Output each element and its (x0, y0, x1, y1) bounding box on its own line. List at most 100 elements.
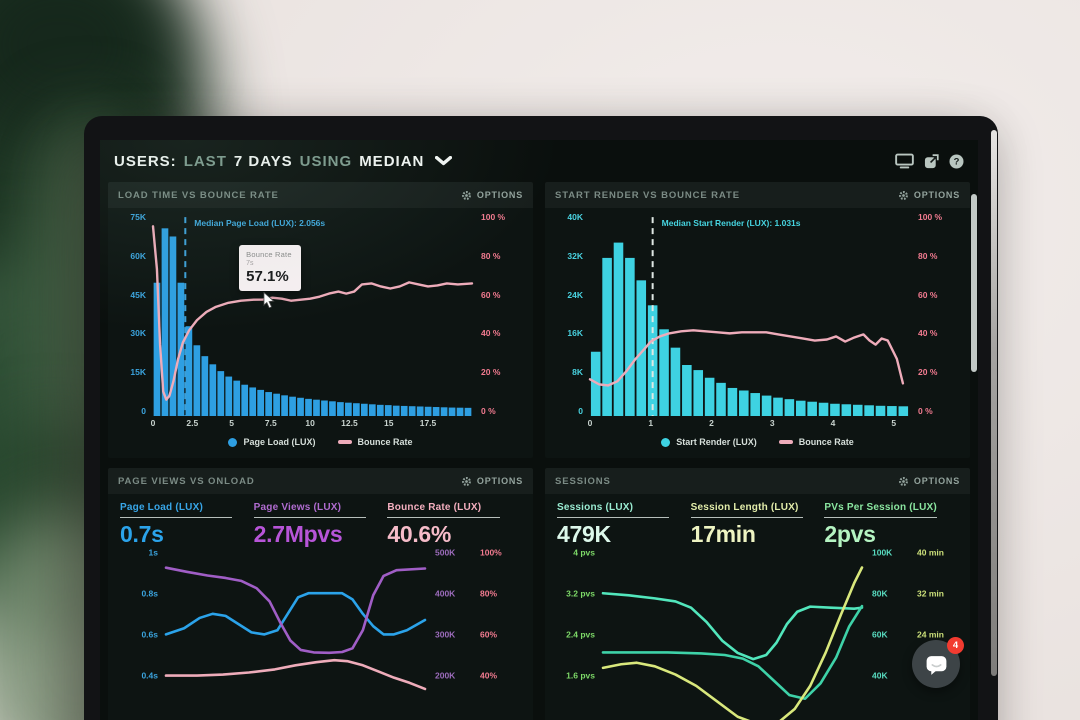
metric: Bounce Rate (LUX) 40.6% (387, 502, 521, 548)
axis-tick-label: 16K (567, 328, 583, 339)
axis-tick-label: 40K (872, 670, 888, 681)
scrollbar[interactable] (971, 194, 977, 372)
topbar: USERS: LAST 7 DAYS USING MEDIAN ? (100, 140, 978, 182)
bounce-tooltip: Bounce Rate 7s 57.1% (239, 244, 302, 291)
share-icon[interactable] (924, 153, 939, 169)
axis-tick-label: 1 (648, 418, 654, 428)
axis-tick-row: 200K 40% (435, 670, 497, 680)
metric: PVs Per Session (LUX) 2pvs (824, 502, 958, 548)
chart-canvas (590, 212, 909, 416)
axis-tick-label: 0.4s (141, 670, 158, 681)
axis-tick-label: 0 % (918, 405, 933, 416)
gear-icon (461, 476, 471, 486)
axis-tick-label: 40 % (481, 328, 501, 339)
median-label: MEDIAN (359, 152, 425, 170)
axis-tick-label: 0.8s (141, 588, 158, 599)
metric-label: Bounce Rate (LUX) (387, 502, 482, 513)
axis-tick-label: 32K (567, 250, 583, 261)
axis-tick-label: 15 (383, 418, 394, 428)
axis-tick-label: 0 (587, 418, 593, 428)
legend: Start Render (LUX) Bounce Rate (553, 431, 962, 453)
axis-tick-row: 400K 80% (435, 588, 497, 598)
axis-tick-label: 0 % (481, 405, 496, 416)
chart-canvas (153, 212, 472, 416)
chart-plot[interactable]: Median Start Render (LUX): 1.031s (590, 212, 909, 416)
tooltip-subtitle: 7s (246, 259, 254, 267)
options-button[interactable]: OPTIONS (898, 190, 960, 201)
axis-tick-label: 5 (891, 418, 897, 428)
last-label: LAST (183, 152, 227, 170)
monitor-icon[interactable] (895, 153, 914, 169)
options-label: OPTIONS (476, 476, 523, 486)
panel-load-time: LOAD TIME VS BOUNCE RATE OPTIONS 75K 60K 4… (108, 182, 533, 458)
metric-label: Page Views (LUX) (253, 502, 342, 513)
metric-value: 479K (557, 521, 611, 547)
axis-tick-label: 60K (130, 250, 146, 261)
axis-tick-label: 60 % (918, 289, 938, 300)
axis-tick-label: 3.2 pvs (566, 588, 595, 599)
metric-underline (824, 517, 937, 518)
axis-tick-label: 40% (480, 670, 498, 681)
y-axis-right: 100 % 80 % 60 % 40 % 20 % 0 % (477, 212, 525, 416)
tooltip-title: Bounce Rate (246, 249, 292, 259)
metric-underline (557, 517, 670, 518)
chart-canvas (166, 550, 425, 720)
axis-tick-label: 100 % (918, 212, 943, 222)
cursor-icon (263, 291, 275, 309)
axis-tick-label: 3 (769, 418, 775, 428)
panel-header: PAGE VIEWS VS ONLOAD OPTIONS (108, 468, 533, 494)
chat-widget-button[interactable]: 4 (912, 637, 964, 688)
y-axis-left: 75K 60K 45K 30K 15K 0 (116, 212, 148, 416)
axis-tick-label: 2 (709, 418, 714, 428)
panels-grid: LOAD TIME VS BOUNCE RATE OPTIONS 75K 60K 4… (108, 182, 970, 720)
axis-tick-row: 300K 60% (435, 629, 497, 639)
axis-tick-label: 12.5 (341, 418, 358, 428)
metric-underline (253, 517, 367, 518)
chart-plot[interactable] (603, 550, 862, 720)
options-button[interactable]: OPTIONS (461, 190, 523, 201)
panel-header: START RENDER VS BOUNCE RATE OPTIONS (545, 182, 970, 208)
axis-tick-label: 500K (435, 547, 456, 558)
axis-tick-label: 40 min (917, 547, 944, 558)
chart-plot[interactable]: Bounce Rate 7s 57.1% Median Page Load (L… (153, 212, 472, 416)
axis-tick-label: 2.5 (186, 418, 199, 428)
metric-label: PVs Per Session (LUX) (824, 502, 937, 513)
axis-tick-row: 40K (872, 670, 917, 680)
median-line-label: Median Start Render (LUX): 1.031s (661, 218, 801, 228)
chevron-down-icon[interactable] (435, 156, 453, 166)
chart-plot[interactable] (166, 550, 425, 720)
legend-item: Page Load (LUX) (228, 437, 316, 447)
help-icon[interactable]: ? (949, 154, 964, 169)
panel-start-render: START RENDER VS BOUNCE RATE OPTIONS 40K 3… (545, 182, 970, 458)
legend: Page Load (LUX) Bounce Rate (116, 431, 525, 453)
gear-icon (461, 190, 471, 200)
metric-underline (387, 517, 500, 518)
options-button[interactable]: OPTIONS (461, 476, 523, 487)
axis-tick-label: 60% (480, 629, 498, 640)
axis-tick-label: 30K (130, 328, 146, 339)
axis-tick-row: 80K 32 min (872, 588, 944, 598)
axis-tick-label: 7.5 (264, 418, 277, 428)
options-label: OPTIONS (476, 190, 523, 200)
axis-tick-label: 0.6s (141, 629, 158, 640)
metrics-row: Page Load (LUX) 0.7s Page Views (LUX) 2.7Mp… (108, 494, 533, 548)
legend-marker (228, 437, 238, 447)
options-button[interactable]: OPTIONS (898, 476, 960, 487)
y-axis-left: 40K 32K 24K 16K 8K 0 (553, 212, 585, 416)
axis-tick-label: 15K (130, 367, 146, 378)
axis-tick-label: 20 % (481, 367, 501, 378)
axis-tick-label: 0 (150, 418, 156, 428)
metric-value: 2pvs (824, 521, 876, 547)
page-title-dropdown[interactable]: USERS: LAST 7 DAYS USING MEDIAN (114, 152, 453, 170)
axis-tick-label: 300K (435, 629, 456, 640)
axis-tick-label: 75K (130, 212, 146, 222)
axis-tick-row: 60K 24 min (872, 629, 944, 639)
y-axis-left: 1s 0.8s 0.6s 0.4s (116, 547, 162, 720)
axis-tick-label: 100 % (481, 212, 506, 222)
options-label: OPTIONS (913, 476, 960, 486)
metric-underline (690, 517, 804, 518)
metric-value: 40.6% (387, 521, 452, 547)
gear-icon (898, 190, 908, 200)
axis-tick-label: 1s (148, 547, 158, 558)
axis-tick-label: 400K (435, 588, 456, 599)
